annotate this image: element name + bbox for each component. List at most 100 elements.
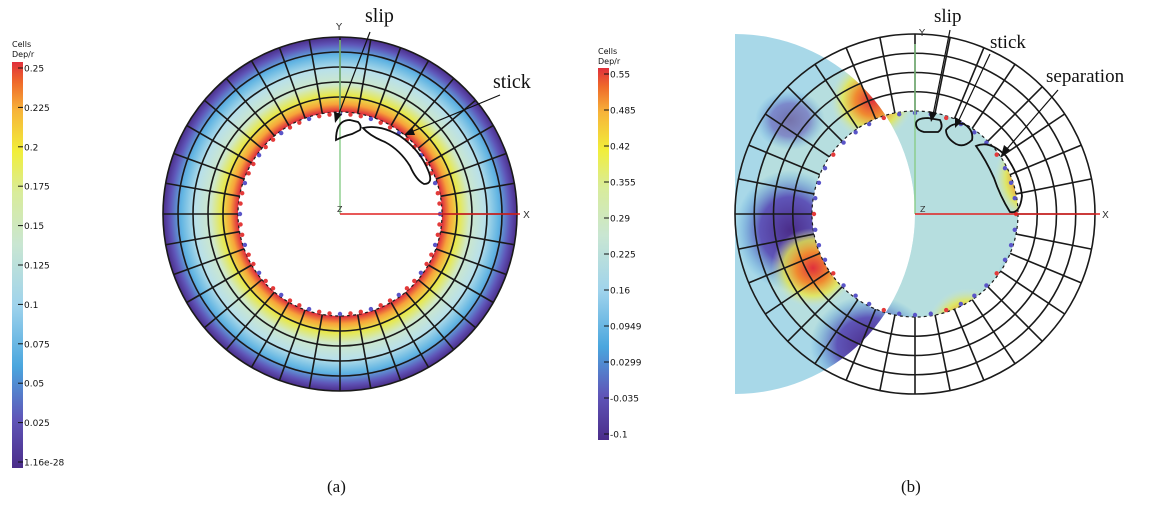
- contact-node: [404, 286, 410, 291]
- contact-node: [811, 211, 817, 217]
- mesh-radial-line: [404, 77, 455, 137]
- colorbar-tick-label: 0.16: [610, 287, 630, 297]
- colorbar-a-header-1: Cells: [12, 40, 31, 49]
- contact-node: [287, 125, 293, 130]
- contact-nodes-a: [237, 111, 443, 317]
- panel-a: Cells Dep/r 0.250.2250.20.1750.150.1250.…: [12, 5, 531, 469]
- mesh-radial-line: [225, 291, 276, 351]
- contact-node: [841, 283, 846, 288]
- contact-node: [1008, 180, 1014, 185]
- colorbar-b-header-1: Cells: [598, 47, 617, 56]
- contact-node: [378, 303, 383, 308]
- colorbar-tick-label: 0.485: [610, 107, 636, 117]
- mesh-radial-line: [186, 264, 253, 304]
- contact-node: [306, 306, 312, 312]
- ring-a: Y X Z slip stick: [162, 5, 531, 392]
- contact-node: [337, 311, 343, 317]
- mesh-radial-line: [278, 47, 306, 119]
- arrowhead-separation-b: [1001, 145, 1010, 156]
- contact-node: [994, 152, 999, 157]
- contact-node: [396, 292, 401, 298]
- mesh-a: [162, 36, 518, 392]
- colorbar-tick-label: -0.035: [610, 395, 639, 405]
- colorbar-tick-label: 0.29: [610, 215, 630, 225]
- contact-node: [297, 303, 302, 308]
- contact-node: [897, 112, 902, 117]
- annotation-slip-a: slip: [365, 5, 394, 27]
- contact-node: [238, 201, 243, 206]
- contact-node: [358, 113, 363, 119]
- mesh-radial-line: [390, 60, 430, 127]
- mesh-radial-line: [225, 77, 276, 137]
- mesh-radial-line: [278, 309, 306, 381]
- contact-node: [853, 130, 858, 135]
- mesh-radial-line: [250, 60, 290, 127]
- x-axis-label-b: X: [1102, 210, 1109, 221]
- arrow-slip-b: [932, 29, 951, 116]
- contact-node: [256, 153, 262, 158]
- panel-a-caption: (a): [327, 477, 346, 496]
- colorbar-tick-label: 0.05: [24, 380, 44, 390]
- colorbar-tick-label: 1.16e-28: [24, 459, 65, 469]
- y-axis-label-a: Y: [335, 22, 343, 33]
- mesh-radial-line: [250, 301, 290, 368]
- colorbar-a-gradient: [12, 62, 23, 468]
- colorbar-tick-label: 0.0299: [610, 359, 642, 369]
- contact-node: [944, 307, 949, 313]
- mesh-radial-line: [435, 248, 507, 276]
- colorbar-a-ticks: 0.25 0.225 0.2 0.175 0.15 0.125 0.1 0.075 0.05 0.…: [18, 65, 65, 469]
- colorbar-tick-label: 0.175: [24, 183, 50, 193]
- contact-node: [368, 306, 374, 312]
- contact-node: [435, 232, 441, 237]
- contact-node: [866, 121, 872, 127]
- colorbar-tick-label: 0.225: [24, 104, 50, 114]
- contact-node: [251, 161, 256, 167]
- colorbar-tick-label: 0.55: [610, 71, 630, 81]
- contact-node: [327, 311, 332, 316]
- contact-node: [242, 180, 248, 186]
- arrowhead-slip-b: [929, 111, 937, 122]
- contact-node: [297, 120, 302, 125]
- contact-node: [327, 112, 332, 117]
- mesh-radial-line: [374, 47, 402, 119]
- colorbar-a-header-2: Dep/r: [12, 50, 35, 59]
- contact-node: [822, 165, 828, 171]
- contact-node: [972, 293, 977, 298]
- contact-node: [972, 130, 977, 135]
- ring-a-fill: [163, 37, 517, 391]
- slip-region-outline-a: [335, 119, 362, 142]
- colorbar-tick-label: 0.15: [24, 222, 44, 232]
- mesh-radial-line: [374, 309, 402, 381]
- contact-node: [881, 307, 886, 313]
- mesh-radial-line: [165, 230, 240, 246]
- mesh-radial-line: [417, 278, 477, 329]
- contact-node: [424, 261, 429, 267]
- contact-node: [412, 278, 417, 284]
- contact-node: [242, 242, 248, 248]
- mesh-radial-line: [440, 182, 515, 198]
- mesh-radial-line: [435, 152, 507, 180]
- contact-node: [429, 252, 434, 257]
- mesh-radial-line: [356, 39, 372, 114]
- contact-node: [866, 301, 872, 307]
- stick-region-outline-a: [361, 126, 432, 185]
- contact-nodes-b: [811, 110, 1019, 318]
- contact-node: [279, 292, 284, 298]
- contact-node: [841, 140, 846, 145]
- mesh-radial-line: [308, 314, 324, 389]
- contact-node: [984, 283, 989, 288]
- contact-node: [239, 232, 245, 237]
- contact-node: [816, 180, 822, 185]
- contact-node: [238, 222, 243, 227]
- slip-region-outline-b: [915, 117, 943, 133]
- contact-node: [256, 270, 262, 275]
- mesh-radial-line: [308, 39, 324, 114]
- contact-node: [251, 261, 256, 267]
- panel-b-caption: (b): [901, 477, 921, 496]
- contact-node: [1002, 165, 1008, 171]
- contact-node: [237, 211, 243, 217]
- contact-node: [1012, 227, 1017, 232]
- arrowhead-stick-b: [955, 117, 962, 128]
- arrow-stick-a: [410, 94, 501, 133]
- colorbar-tick-label: 0.075: [24, 340, 50, 350]
